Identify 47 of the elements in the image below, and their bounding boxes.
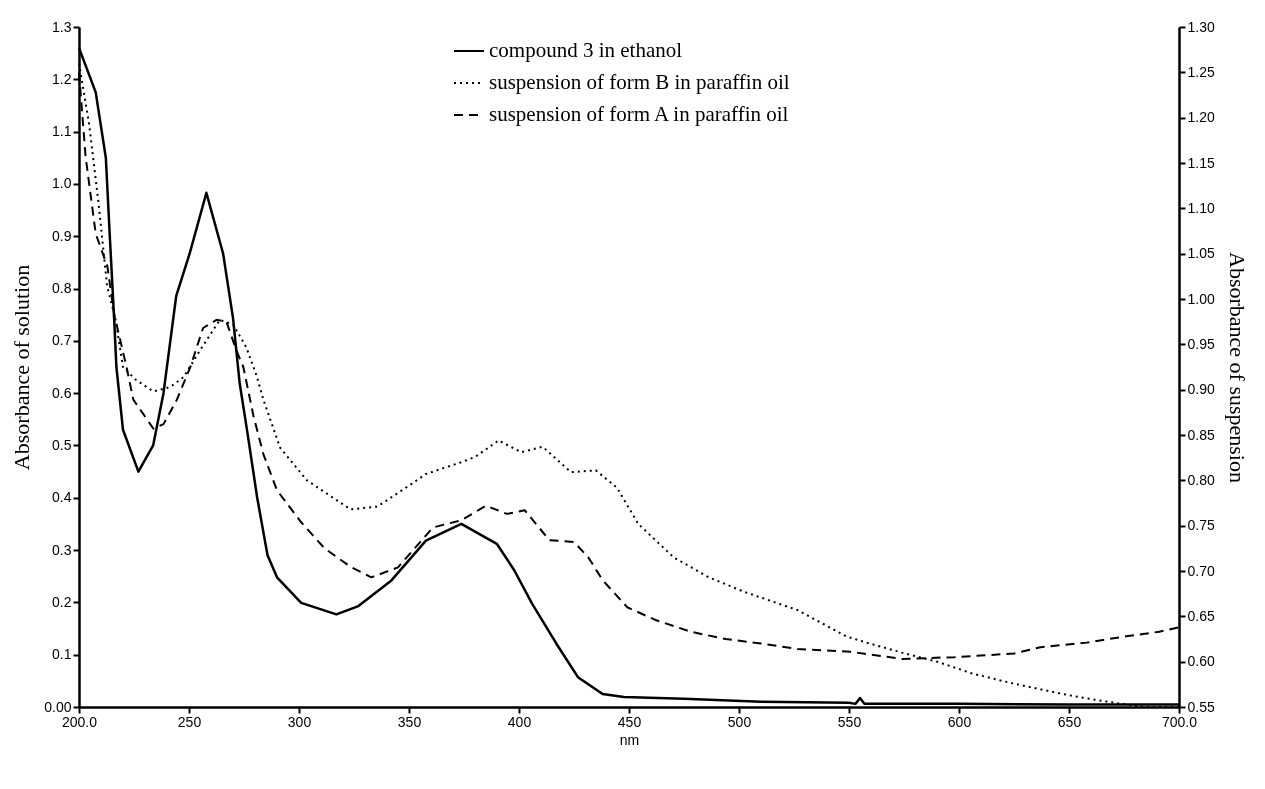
x-tick-label: 400: [507, 713, 532, 730]
y-tick-label: 1.3: [52, 18, 72, 35]
x-tick-label: 700.0: [1161, 713, 1198, 730]
y-tick-label: 1.0: [52, 175, 72, 192]
legend-label: suspension of form B in paraffin oil: [489, 70, 790, 94]
legend-label: suspension of form A in paraffin oil: [489, 102, 789, 126]
y2-tick-label: 0.85: [1187, 426, 1215, 443]
y-tick-label: 0.3: [52, 541, 72, 558]
y2-tick-label: 1.05: [1187, 245, 1215, 262]
y-axis-title: Absorbance of solution: [9, 264, 35, 471]
x-tick-label: 350: [397, 713, 422, 730]
y2-tick-label: 1.00: [1187, 290, 1215, 307]
y2-tick-label: 1.20: [1187, 109, 1215, 126]
y2-tick-label: 1.30: [1187, 18, 1215, 35]
y-tick-label: 0.8: [52, 280, 72, 297]
y-tick-label: 1.2: [52, 70, 72, 87]
x-tick-label: 200.0: [61, 713, 98, 730]
y2-tick-label: 1.10: [1187, 199, 1215, 216]
y-tick-label: 0.5: [52, 436, 72, 453]
x-tick-label: 250: [177, 713, 202, 730]
x-tick-label: 600: [947, 713, 972, 730]
legend-label: compound 3 in ethanol: [489, 38, 683, 62]
x-tick-label: 650: [1057, 713, 1082, 730]
y-tick-label: 0.2: [52, 593, 72, 610]
y-tick-label: 0.6: [52, 384, 72, 401]
y2-tick-label: 0.95: [1187, 335, 1215, 352]
y2-tick-label: 0.60: [1187, 653, 1215, 670]
y2-tick-label: 0.70: [1187, 562, 1215, 579]
y2-tick-label: 1.15: [1187, 154, 1215, 171]
x-tick-label: 300: [287, 713, 312, 730]
y2-tick-label: 1.25: [1187, 63, 1215, 80]
y-tick-label: 0.1: [52, 646, 72, 663]
y-tick-label: 0.4: [52, 489, 72, 506]
y-tick-label: 0.7: [52, 332, 72, 349]
y2-axis-title: Absorbance of suspension: [1224, 252, 1250, 483]
y2-tick-label: 0.75: [1187, 517, 1215, 534]
y-tick-label: 0.9: [52, 227, 72, 244]
y2-tick-label: 0.65: [1187, 607, 1215, 624]
y2-tick-label: 0.80: [1187, 471, 1215, 488]
y-tick-label: 0.00: [44, 698, 72, 715]
y-tick-label: 1.1: [52, 123, 72, 140]
y2-tick-label: 0.90: [1187, 381, 1215, 398]
y2-tick-label: 0.55: [1187, 698, 1215, 715]
x-tick-label: 500: [727, 713, 752, 730]
x-tick-label: 450: [617, 713, 642, 730]
x-tick-label: 550: [837, 713, 862, 730]
x-axis-title: nm: [619, 731, 640, 748]
